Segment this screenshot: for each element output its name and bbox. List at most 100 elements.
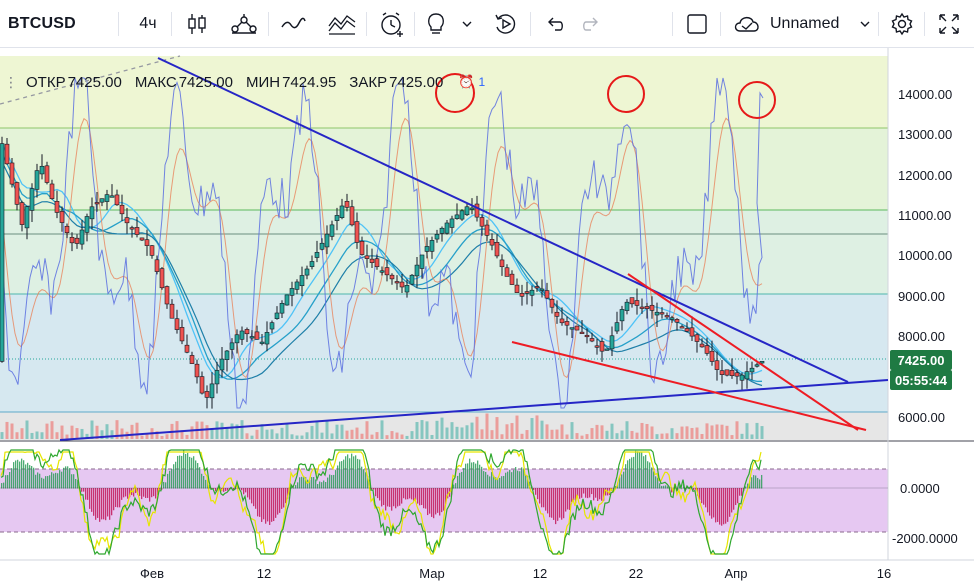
- highlight-circle[interactable]: [435, 73, 475, 113]
- oscillator-bar: [153, 488, 155, 497]
- volume-bar: [375, 432, 379, 439]
- oscillator-bar: [365, 472, 367, 489]
- time-axis[interactable]: Фев 12 Мар 12 22 Апр 16: [140, 566, 891, 581]
- oscillator-bar: [53, 473, 55, 489]
- candle-body: [429, 240, 435, 252]
- red-upper-trendline[interactable]: [627, 273, 859, 431]
- candle-body: [439, 227, 445, 234]
- blue-support-trendline[interactable]: [59, 379, 889, 441]
- volume-bar: [390, 431, 394, 439]
- oscillator-axis[interactable]: 0.0000 -2000.0000: [892, 481, 958, 546]
- chevron-down-icon[interactable]: [858, 0, 872, 48]
- volume-bar: [425, 421, 429, 439]
- oscillator-bar: [177, 455, 179, 489]
- volume-bar: [65, 434, 69, 439]
- gear-icon[interactable]: [888, 0, 916, 48]
- layout-square-icon[interactable]: [684, 0, 710, 48]
- candle-body: [359, 241, 365, 255]
- chevron-down-icon[interactable]: [460, 0, 474, 48]
- replay-icon[interactable]: [492, 0, 520, 48]
- oscillator-bar: [227, 488, 229, 491]
- oscillator-bar: [515, 467, 517, 489]
- candle-body: [664, 315, 670, 318]
- undo-icon[interactable]: [542, 0, 568, 48]
- candle-body: [199, 376, 205, 394]
- candle-body: [589, 338, 595, 342]
- layout-name-button[interactable]: Unnamed: [770, 15, 840, 32]
- oscillator-bar: [197, 463, 199, 489]
- highlight-circle[interactable]: [607, 75, 645, 113]
- candle-body: [104, 194, 110, 202]
- volume-bar: [350, 429, 354, 439]
- volume-bar: [705, 423, 709, 439]
- high-value: 7425.00: [178, 73, 233, 91]
- dots-menu-icon[interactable]: ⋮: [4, 73, 18, 90]
- oscillator-bar: [725, 488, 727, 524]
- price-tick: 8000.00: [898, 329, 945, 344]
- volume-bar: [620, 430, 624, 439]
- oscillator-bar: [29, 465, 31, 489]
- symbol-search-button[interactable]: BTCUSD: [8, 15, 76, 32]
- oscillator-bar: [481, 466, 483, 489]
- oscillator-bar: [419, 488, 421, 506]
- oscillator-bar: [105, 488, 107, 521]
- oscillator-bar: [301, 476, 303, 489]
- open-label: ОТКР: [26, 73, 66, 91]
- chart-canvas[interactable]: 14000.00 13000.00 12000.00 11000.00 1000…: [0, 48, 974, 586]
- price-axis[interactable]: 14000.00 13000.00 12000.00 11000.00 1000…: [898, 87, 952, 425]
- oscillator-bar: [509, 470, 511, 489]
- candles-icon[interactable]: [184, 0, 210, 48]
- volume-bar: [335, 424, 339, 439]
- oscillator-bar: [119, 488, 121, 508]
- ideas-bulb-icon[interactable]: [422, 0, 450, 48]
- indicators-icon[interactable]: [278, 0, 308, 48]
- redo-icon[interactable]: [578, 0, 604, 48]
- volume-bar: [5, 421, 9, 439]
- candle-body: [144, 239, 150, 246]
- oscillator-bar: [327, 477, 329, 489]
- templates-icon[interactable]: [326, 0, 358, 48]
- price-tick: 9000.00: [898, 289, 945, 304]
- volume-bar: [465, 425, 469, 439]
- cloud-icon[interactable]: [730, 0, 764, 48]
- oscillator-bar: [483, 471, 485, 489]
- oscillator-bar: [263, 488, 265, 520]
- candle-body: [174, 318, 180, 330]
- blue-resistance-trendline[interactable]: [157, 57, 849, 383]
- volume-bar: [440, 417, 444, 439]
- fullscreen-icon[interactable]: [934, 0, 964, 48]
- volume-bar: [230, 423, 234, 439]
- dashed-trendline[interactable]: [0, 55, 181, 105]
- highlight-circle[interactable]: [738, 81, 776, 119]
- oscillator-bar: [541, 488, 543, 508]
- oscillator-bar: [381, 488, 383, 507]
- oscillator-bar: [559, 488, 561, 518]
- oscillator-bar: [83, 488, 85, 492]
- volume-bar: [260, 424, 264, 439]
- chart-area[interactable]: 14000.00 13000.00 12000.00 11000.00 1000…: [0, 48, 974, 586]
- candle-body: [744, 371, 750, 380]
- oscillator-bar: [37, 472, 39, 489]
- oscillator-bar: [343, 459, 345, 489]
- oscillator-bar: [169, 470, 171, 489]
- oscillator-bar: [127, 488, 129, 499]
- volume-bar: [310, 425, 314, 439]
- oscillator-bar: [115, 488, 117, 508]
- oscillator-bar: [187, 452, 189, 489]
- oscillator-bar: [625, 464, 627, 489]
- drawings[interactable]: [0, 55, 889, 441]
- oscillator-bar: [163, 481, 165, 489]
- candle-body: [49, 183, 55, 199]
- volume-bar: [290, 434, 294, 439]
- candle-body: [479, 217, 485, 227]
- candle-body: [349, 206, 355, 226]
- alert-clock-icon[interactable]: [376, 0, 408, 48]
- oscillator-bar: [493, 475, 495, 489]
- oscillator-bar: [67, 466, 69, 489]
- volume-bar: [45, 423, 49, 439]
- candle-body: [529, 289, 535, 296]
- alarm-clock-icon[interactable]: ⏰: [458, 74, 475, 89]
- compare-icon[interactable]: [228, 0, 260, 48]
- red-lower-trendline[interactable]: [511, 341, 867, 431]
- interval-button[interactable]: 4ч: [139, 15, 157, 32]
